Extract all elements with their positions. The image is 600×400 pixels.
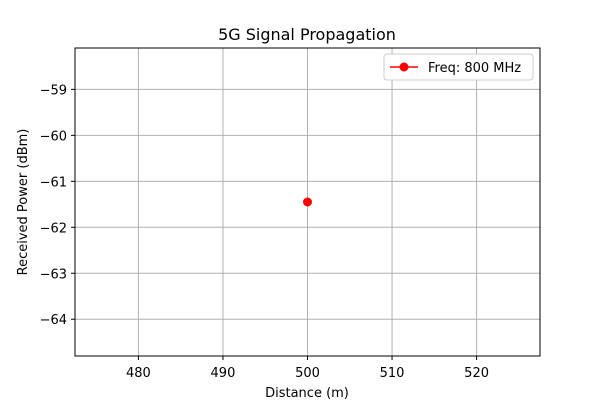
y-tick-label: −63 — [40, 267, 67, 282]
series-layer — [303, 197, 312, 207]
y-tick-label: −64 — [40, 313, 67, 328]
data-point — [303, 197, 312, 207]
legend-marker — [399, 62, 409, 72]
legend: Freq: 800 MHz — [383, 53, 534, 81]
legend-box — [383, 53, 534, 81]
legend-label: Freq: 800 MHz — [428, 61, 521, 76]
y-tick-label: −62 — [40, 221, 67, 236]
x-tick-label: 510 — [380, 366, 405, 381]
grid — [75, 48, 540, 356]
y-tick-label: −61 — [40, 175, 67, 190]
y-axis-label: Received Power (dBm) — [16, 129, 31, 276]
x-tick-label: 490 — [211, 366, 236, 381]
y-tick-label: −60 — [40, 129, 67, 144]
x-axis-label: Distance (m) — [265, 386, 349, 400]
x-tick-label: 520 — [464, 366, 489, 381]
y-ticks: −64 −63 −62 −61 −60 −59 — [40, 83, 75, 328]
y-tick-label: −59 — [40, 83, 67, 98]
x-tick-label: 480 — [126, 366, 151, 381]
chart-title: 5G Signal Propagation — [218, 25, 396, 44]
x-tick-label: 500 — [295, 366, 320, 381]
x-ticks: 480 490 500 510 520 — [126, 356, 489, 381]
